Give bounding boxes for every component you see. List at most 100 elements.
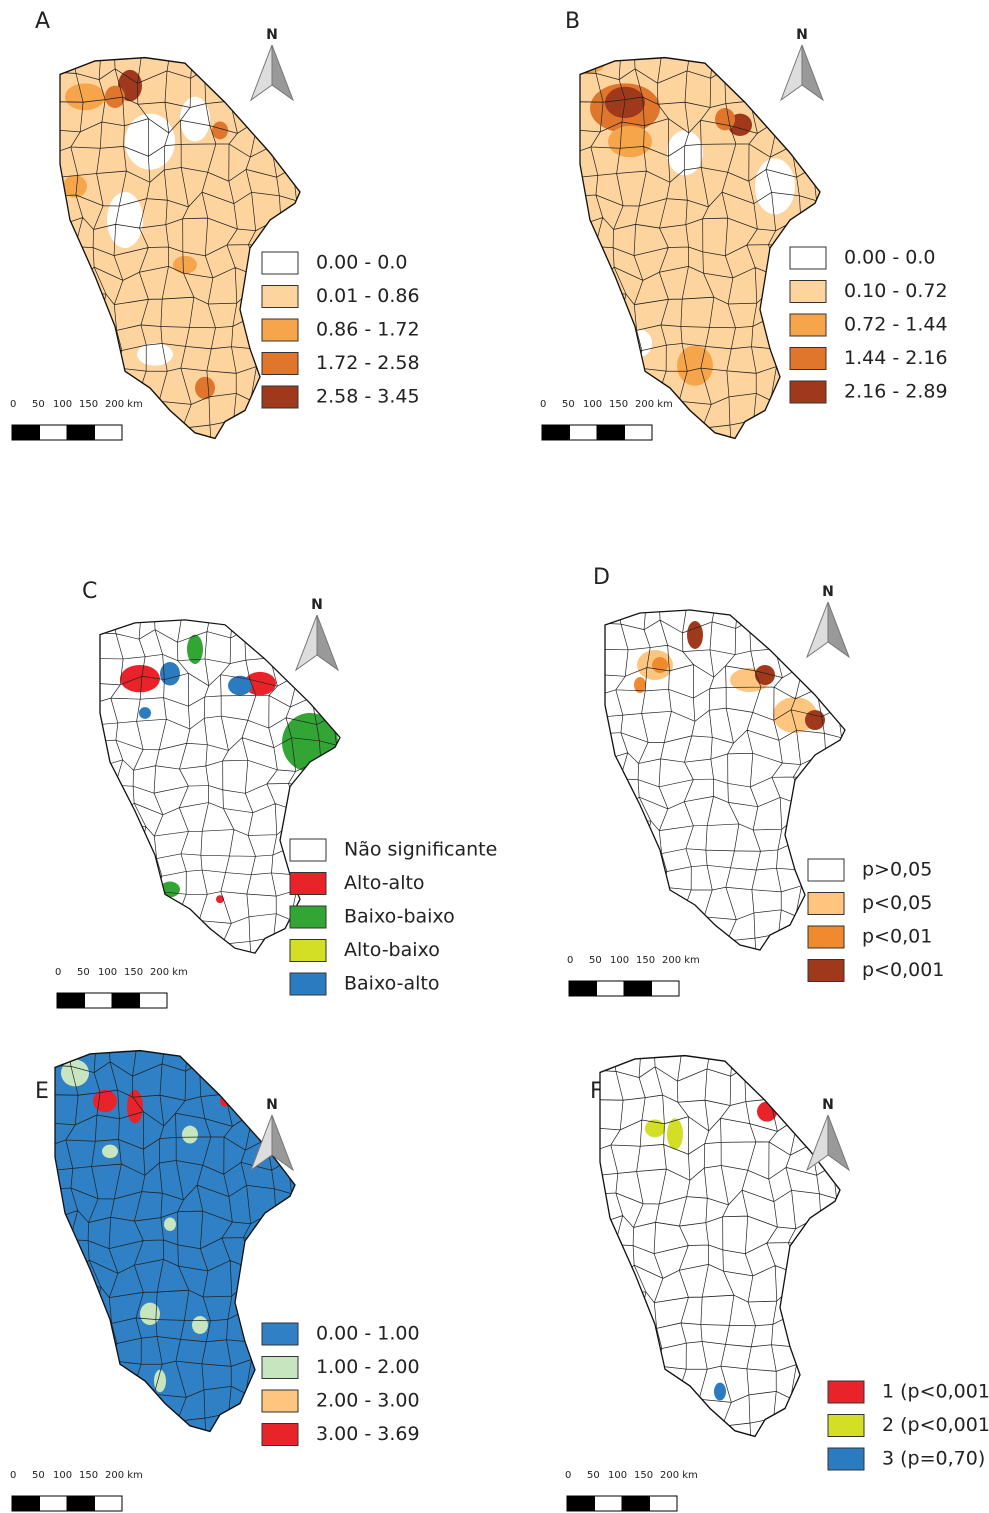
panel: B N 0.00 - 0.0 0.10 - 0.72 0.72 - 1.44 1.44 -…	[540, 9, 948, 452]
region	[195, 377, 215, 399]
scale-label: 150	[636, 955, 655, 966]
scale-label: 50	[587, 1470, 600, 1481]
legend-swatch	[262, 286, 298, 308]
region	[715, 108, 735, 130]
scale-label: 50	[562, 399, 575, 410]
legend-label: 2 (p<0,001)	[882, 1414, 989, 1436]
scale-label: 50	[77, 967, 90, 978]
legend-swatch	[290, 873, 326, 895]
scale-label: 0	[10, 1470, 16, 1481]
legend-swatch	[790, 381, 826, 403]
legend-label: Não significante	[344, 839, 497, 861]
scale-label: 0	[540, 399, 546, 410]
panel: EN0.00 - 1.001.00 - 2.002.00 - 3.003.00 …	[10, 1038, 420, 1511]
region	[173, 256, 197, 274]
scale-bar	[67, 1496, 95, 1511]
legend-label: 1.44 - 2.16	[844, 347, 948, 369]
legend-label: Baixo-alto	[344, 973, 439, 995]
legend-label: 3.00 - 3.69	[316, 1423, 420, 1445]
legend-label: p<0,001	[862, 959, 944, 981]
scale-bar	[650, 1496, 678, 1511]
legend-swatch	[808, 926, 844, 948]
scale-label: 200 km	[150, 967, 188, 978]
region	[687, 621, 703, 649]
legend-label: Alto-alto	[344, 872, 425, 894]
scale-label: 50	[32, 1470, 45, 1481]
legend-label: Alto-baixo	[344, 939, 440, 961]
legend-label: Baixo-baixo	[344, 906, 455, 928]
region	[757, 1102, 777, 1122]
north-label: N	[266, 27, 278, 43]
scale-label: 100	[610, 955, 629, 966]
north-label: N	[266, 1097, 278, 1113]
scale-bar	[569, 981, 597, 996]
region	[755, 158, 795, 214]
region	[164, 1217, 176, 1230]
legend-swatch	[290, 940, 326, 962]
panel-letter: C	[82, 579, 97, 604]
legend-label: 0.86 - 1.72	[316, 319, 420, 341]
scale-bar	[85, 993, 113, 1008]
scale-bar	[542, 425, 570, 440]
legend-swatch	[808, 960, 844, 982]
panel-letter: E	[35, 1079, 49, 1104]
panel: CNNão significanteAlto-altoBaixo-baixoAl…	[55, 579, 497, 1008]
scale-bar	[40, 1496, 68, 1511]
scale-bar	[652, 981, 680, 996]
scale-label: 200 km	[105, 399, 143, 410]
region	[107, 192, 143, 248]
scale-bar	[95, 1496, 123, 1511]
scale-label: 100	[53, 1470, 72, 1481]
north-arrow	[807, 1115, 828, 1170]
scale-label: 100	[98, 967, 117, 978]
legend-swatch	[828, 1448, 864, 1470]
legend-label: 0.00 - 0.0	[844, 247, 935, 269]
scale-bar	[140, 993, 168, 1008]
legend-label: 0.10 - 0.72	[844, 280, 948, 302]
scale-label: 150	[609, 399, 628, 410]
north-label: N	[796, 27, 808, 43]
north-arrow	[272, 45, 293, 100]
region	[127, 1090, 143, 1124]
figure: AN0.00 - 0.00.01 - 0.860.86 - 1.721.72 -…	[0, 0, 989, 1513]
panel-letter: B	[565, 9, 580, 34]
panel-letter: D	[593, 565, 610, 590]
region	[652, 879, 668, 891]
scale-label: 150	[124, 967, 143, 978]
legend-label: 0.01 - 0.86	[316, 285, 420, 307]
legend-label: p<0,05	[862, 892, 932, 914]
legend-label: 1.00 - 2.00	[316, 1356, 420, 1378]
scale-bar	[622, 1496, 650, 1511]
scale-bar	[567, 1496, 595, 1511]
scale-bar	[624, 981, 652, 996]
north-arrow	[781, 45, 802, 100]
legend-label: 1 (p<0,001)	[882, 1381, 989, 1403]
region	[565, 52, 605, 74]
legend-label: 1.72 - 2.58	[316, 352, 420, 374]
state-fill	[55, 1051, 295, 1432]
scale-label: 0	[567, 955, 573, 966]
region	[160, 662, 180, 686]
legend-swatch	[262, 252, 298, 274]
north-arrow	[296, 615, 317, 670]
scale-label: 150	[634, 1470, 653, 1481]
scale-bar	[112, 993, 140, 1008]
region	[667, 130, 703, 175]
north-arrow	[317, 615, 338, 670]
scale-label: 150	[79, 399, 98, 410]
legend-label: 0.72 - 1.44	[844, 314, 948, 336]
scale-label: 0	[55, 967, 61, 978]
region	[140, 1303, 160, 1325]
north-arrow	[807, 602, 828, 657]
scale-label: 100	[53, 399, 72, 410]
scale-label: 100	[608, 1470, 627, 1481]
legend-swatch	[262, 319, 298, 341]
region	[102, 1145, 118, 1158]
scale-bar	[95, 425, 123, 440]
state-fill	[600, 1056, 840, 1437]
north-arrow	[251, 45, 272, 100]
scale-bar	[57, 993, 85, 1008]
scale-label: 200 km	[662, 955, 700, 966]
region	[137, 343, 173, 365]
